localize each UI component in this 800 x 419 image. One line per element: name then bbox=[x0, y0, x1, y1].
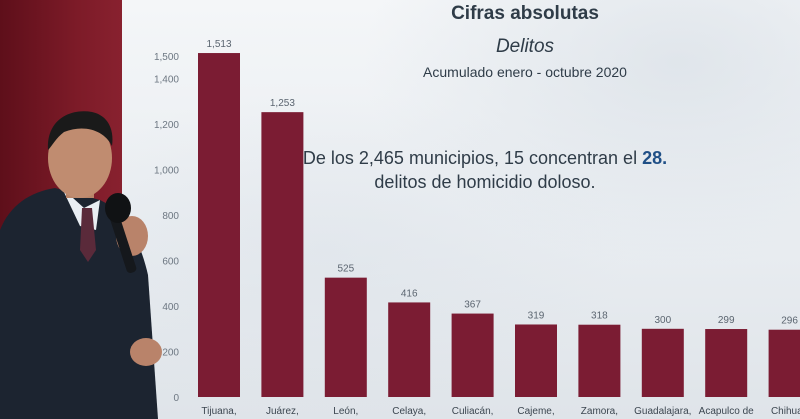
y-tick-label: 200 bbox=[162, 348, 179, 359]
bars bbox=[198, 53, 800, 397]
y-tick-label: 0 bbox=[173, 393, 179, 404]
bar-value-label: 300 bbox=[654, 315, 671, 326]
y-tick-label: 1,000 bbox=[154, 166, 179, 177]
bar bbox=[705, 329, 748, 397]
y-tick-label: 1,200 bbox=[154, 120, 179, 131]
chart-subtitle: Delitos bbox=[495, 36, 555, 57]
bar bbox=[641, 328, 684, 397]
bar bbox=[261, 112, 304, 397]
speaker-head bbox=[48, 118, 112, 198]
bar bbox=[388, 302, 431, 397]
bar bbox=[451, 313, 494, 397]
category-label: Tijuana, bbox=[201, 406, 236, 417]
annotation-line2-text: delitos de homicidio doloso. bbox=[374, 172, 596, 192]
bar-value-label: 319 bbox=[528, 310, 545, 321]
bar bbox=[515, 324, 557, 397]
category-label: León, bbox=[333, 406, 358, 417]
microphone-head bbox=[105, 193, 131, 223]
bar bbox=[768, 329, 800, 397]
annotation-line1-text: De los 2,465 municipios, 15 concentran e… bbox=[302, 148, 638, 168]
value-labels: 1,513 1,253 525 416 367 319 318 300 299 296 bbox=[206, 39, 798, 327]
speaker-hand-lower bbox=[130, 338, 162, 366]
category-label: Celaya, bbox=[392, 406, 426, 417]
bar-value-label: 525 bbox=[337, 264, 354, 275]
bar bbox=[324, 277, 367, 397]
category-label: Chihuah bbox=[771, 406, 800, 417]
bar-value-label: 299 bbox=[718, 315, 735, 326]
y-tick-label: 400 bbox=[162, 302, 179, 313]
bar-value-label: 1,513 bbox=[206, 39, 231, 50]
category-label: Acapulco de bbox=[699, 406, 754, 417]
chart-period: Acumulado enero - octubre 2020 bbox=[423, 64, 627, 80]
bar-value-label: 1,253 bbox=[270, 98, 295, 109]
y-axis: 0 200 400 600 800 1,000 1,200 1,400 1,500 bbox=[154, 52, 179, 404]
speaker-tie bbox=[80, 208, 96, 262]
category-label: Cajeme, bbox=[517, 406, 554, 417]
chart-title: Cifras absolutas bbox=[451, 3, 599, 24]
y-tick-label: 600 bbox=[162, 257, 179, 268]
microphone-handle bbox=[109, 213, 137, 273]
bar-value-label: 416 bbox=[401, 288, 418, 299]
category-label: Zamora, bbox=[581, 406, 618, 417]
speaker-hair bbox=[47, 111, 113, 150]
category-label: Culiacán, bbox=[452, 406, 494, 417]
chart-annotation: De los 2,465 municipios, 15 concentran e… bbox=[275, 146, 695, 194]
y-tick-label: 1,400 bbox=[154, 75, 179, 86]
bar bbox=[198, 53, 240, 397]
annotation-highlight: 28. bbox=[642, 148, 668, 168]
bar-value-label: 367 bbox=[464, 300, 481, 311]
y-tick-label: 1,500 bbox=[154, 52, 179, 63]
category-label: Juárez, bbox=[266, 406, 299, 417]
bar bbox=[578, 324, 621, 397]
category-label: Guadalajara, bbox=[634, 406, 691, 417]
category-labels: Tijuana, Juárez, León, Celaya, Culiacán, Caje… bbox=[201, 406, 800, 417]
y-tick-label: 800 bbox=[162, 211, 179, 222]
bar-value-label: 318 bbox=[591, 311, 608, 322]
bar-value-label: 296 bbox=[781, 316, 798, 327]
